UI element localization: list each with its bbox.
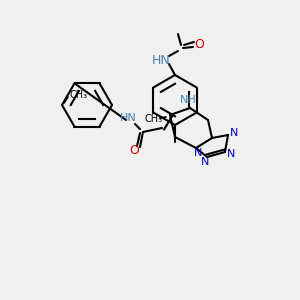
Text: NH: NH xyxy=(180,95,196,105)
Text: N: N xyxy=(227,149,235,159)
Text: O: O xyxy=(194,38,204,52)
Text: N: N xyxy=(201,157,209,167)
Text: N: N xyxy=(194,148,202,158)
Text: CH₃: CH₃ xyxy=(145,114,163,124)
Text: N: N xyxy=(230,128,238,138)
Text: HN: HN xyxy=(152,53,170,67)
Text: CH₃: CH₃ xyxy=(70,90,88,100)
Text: O: O xyxy=(129,145,139,158)
Text: HN: HN xyxy=(120,113,136,123)
